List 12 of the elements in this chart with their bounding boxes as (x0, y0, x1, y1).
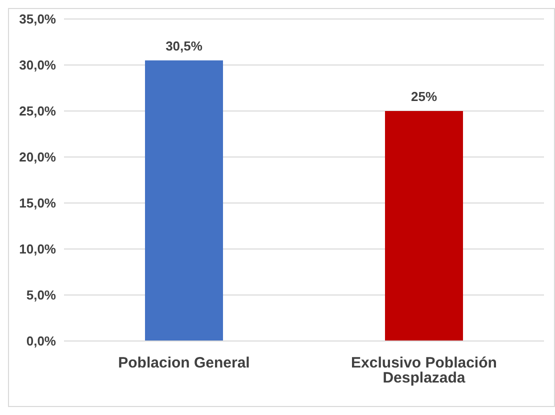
y-tick-label: 5,0% (26, 288, 56, 303)
x-tick-label: Poblacion General (118, 354, 250, 372)
y-tick-label: 25,0% (19, 104, 56, 119)
y-tick-label: 15,0% (19, 196, 56, 211)
y-tick-label: 0,0% (26, 334, 56, 349)
y-tick-label: 10,0% (19, 242, 56, 257)
y-tick-label: 35,0% (19, 12, 56, 27)
data-label: 30,5% (166, 38, 203, 54)
y-tick-label: 30,0% (19, 58, 56, 73)
data-label: 25% (410, 89, 438, 104)
x-tick-label: Exclusivo Población Desplazada (351, 354, 497, 387)
y-tick-label: 20,0% (19, 150, 56, 165)
